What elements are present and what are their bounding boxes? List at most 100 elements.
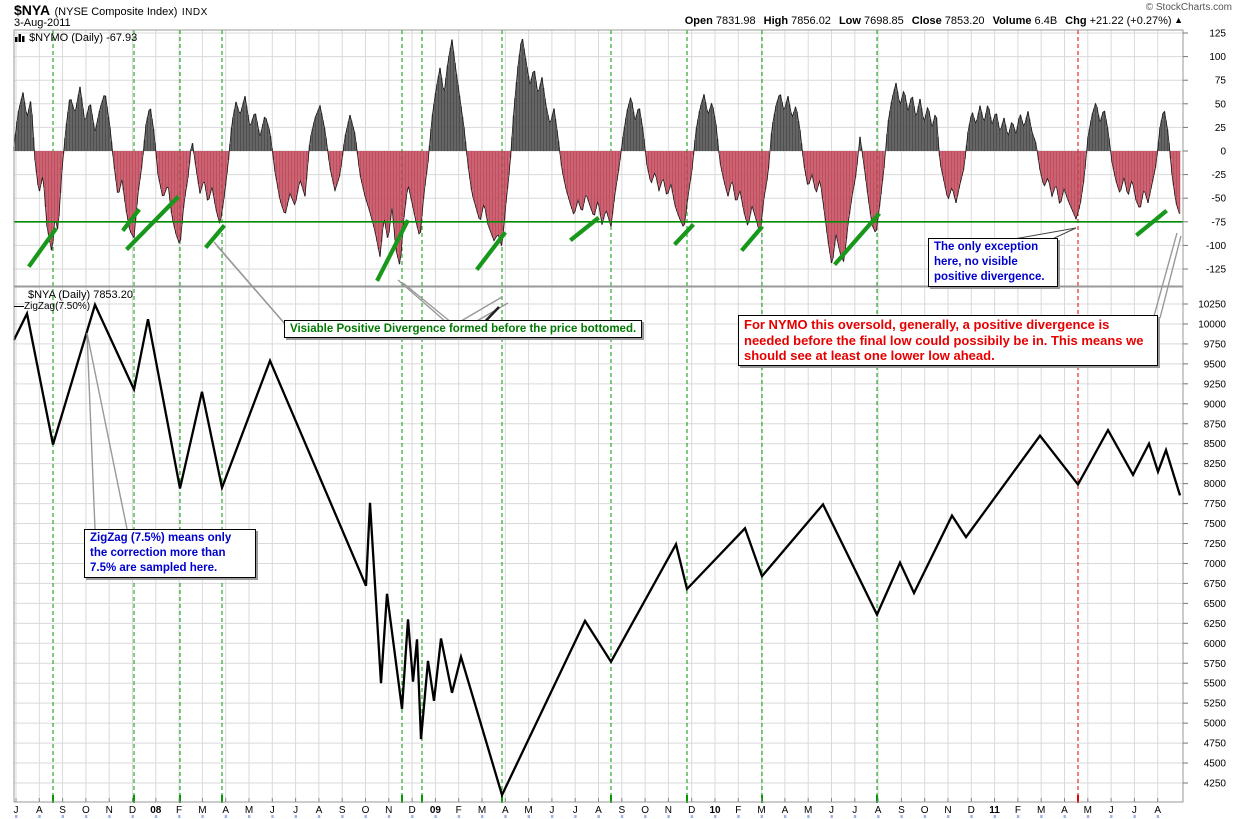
month-axis-label: S <box>59 805 66 816</box>
axis-tick-label: 6500 <box>1204 599 1227 610</box>
quote-value: 7856.02 <box>788 15 831 27</box>
month-axis-label: A <box>222 805 229 816</box>
axis-tick-label: 4250 <box>1204 779 1227 790</box>
month-axis-label: N <box>665 805 672 816</box>
month-axis-label: S <box>898 805 905 816</box>
month-axis-label: A <box>1061 805 1068 816</box>
price-panel-label: $NYA (Daily) 7853.20 <box>28 289 133 301</box>
axis-tick-label: 100 <box>1209 52 1226 63</box>
axis-tick-label: 75 <box>1215 76 1227 87</box>
histogram-icon <box>15 34 25 42</box>
month-axis-label: M <box>757 805 765 816</box>
axis-tick-label: 125 <box>1209 29 1226 40</box>
exception-note-line2: here, no visible <box>934 256 1018 268</box>
month-axis-label: N <box>385 805 392 816</box>
axis-tick-label: 7500 <box>1204 519 1227 530</box>
quote-label: Low <box>838 15 861 27</box>
month-axis-label: M <box>1084 805 1092 816</box>
quote-value: 6.4B <box>1031 15 1058 27</box>
axis-tick-label: -125 <box>1206 265 1226 276</box>
axis-tick-label: 4750 <box>1204 739 1227 750</box>
exception-note: The only exception here, no visible posi… <box>928 238 1058 287</box>
axis-tick-label: 9500 <box>1204 359 1227 370</box>
axis-tick-label: 6250 <box>1204 619 1227 630</box>
month-axis-label: M <box>245 805 253 816</box>
month-axis-label: N <box>944 805 951 816</box>
month-axis-label: D <box>968 805 975 816</box>
axis-tick-label: 6000 <box>1204 639 1227 650</box>
quote-label: Close <box>911 15 942 27</box>
exchange-label: INDX <box>181 7 208 18</box>
month-axis-label: S <box>618 805 625 816</box>
zigzag-note-line1: ZigZag (7.5%) means only <box>90 532 232 544</box>
axis-tick-label: 5000 <box>1204 719 1227 730</box>
axis-tick-label: 7000 <box>1204 559 1227 570</box>
month-axis-label: A <box>595 805 602 816</box>
exception-note-line1: The only exception <box>934 241 1039 253</box>
change-up-arrow-icon: ▲ <box>1171 15 1183 25</box>
axis-tick-label: -50 <box>1212 194 1227 205</box>
quote-value: 7853.20 <box>941 15 985 27</box>
axis-tick-label: 5500 <box>1204 679 1227 690</box>
month-axis-label: A <box>36 805 43 816</box>
month-axis-label: M <box>1037 805 1045 816</box>
nymo-label-row: $NYMO (Daily) -67.93 <box>15 32 137 44</box>
month-axis-label: N <box>106 805 113 816</box>
axis-tick-label: 25 <box>1215 123 1227 134</box>
month-axis-label: 10 <box>709 805 721 816</box>
month-axis-label: F <box>1015 805 1021 816</box>
axis-tick-label: 6750 <box>1204 579 1227 590</box>
axis-tick-label: 9750 <box>1204 339 1227 350</box>
symbol-description: (NYSE Composite Index) <box>54 6 178 18</box>
month-axis-label: O <box>921 805 929 816</box>
nymo-panel-label: $NYMO (Daily) -67.93 <box>29 32 138 44</box>
month-axis-label: A <box>875 805 882 816</box>
axis-tick-label: 0 <box>1220 147 1226 158</box>
axis-tick-label: 5750 <box>1204 659 1227 670</box>
month-axis-label: A <box>782 805 789 816</box>
month-axis-label: 08 <box>150 805 162 816</box>
zigzag-legend-row: —ZigZag(7.50%) <box>14 301 90 312</box>
month-axis-label: F <box>176 805 182 816</box>
oversold-note: For NYMO this oversold, generally, a pos… <box>738 315 1158 366</box>
axis-tick-label: 8750 <box>1204 419 1227 430</box>
quote-label: Chg <box>1065 15 1087 27</box>
chart-header: $NYA (NYSE Composite Index) INDX <box>14 2 208 20</box>
axis-tick-label: 8500 <box>1204 439 1227 450</box>
zigzag-line-swatch: — <box>14 301 24 312</box>
axis-tick-label: 9000 <box>1204 399 1227 410</box>
quote-value: 7698.85 <box>860 15 904 27</box>
axis-tick-label: -25 <box>1212 170 1227 181</box>
month-axis-label: S <box>339 805 346 816</box>
axis-tick-label: 4500 <box>1204 759 1227 770</box>
month-axis-label: M <box>804 805 812 816</box>
axis-tick-label: -75 <box>1212 217 1227 228</box>
month-axis-label: O <box>641 805 649 816</box>
month-axis-label: M <box>198 805 206 816</box>
month-axis-label: A <box>316 805 323 816</box>
quote-label: High <box>763 15 789 27</box>
month-axis-label: 09 <box>430 805 442 816</box>
axis-tick-label: -100 <box>1206 241 1226 252</box>
month-axis-label: J <box>1109 805 1114 816</box>
month-axis-label: D <box>688 805 695 816</box>
month-axis-label: J <box>270 805 275 816</box>
month-axis-label: O <box>82 805 90 816</box>
month-axis-label: F <box>735 805 741 816</box>
axis-tick-label: 9250 <box>1204 379 1227 390</box>
month-axis-label: J <box>549 805 554 816</box>
month-axis-label: 11 <box>989 805 1000 816</box>
divergence-note: Visiable Positive Divergence formed befo… <box>284 320 643 338</box>
quote-label: Volume <box>992 15 1032 27</box>
axis-tick-label: 8000 <box>1204 479 1227 490</box>
symbol-title: $NYA <box>14 2 51 18</box>
axis-tick-label: 10000 <box>1198 319 1226 330</box>
month-axis-label: M <box>524 805 532 816</box>
zigzag-note-line2: the correction more than <box>90 547 226 559</box>
month-axis-label: A <box>502 805 509 816</box>
month-axis-label: F <box>456 805 462 816</box>
month-axis-label: D <box>129 805 136 816</box>
month-axis-label: M <box>478 805 486 816</box>
